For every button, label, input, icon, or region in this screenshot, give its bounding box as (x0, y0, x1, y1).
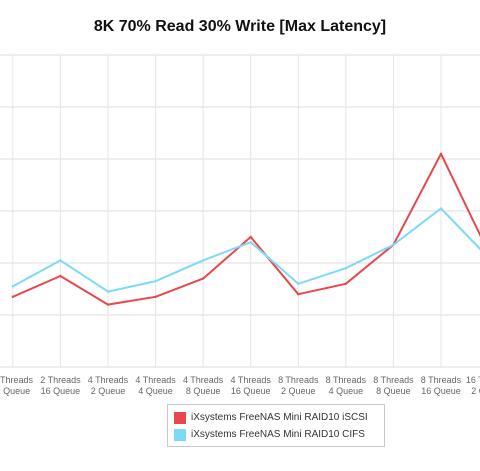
x-tick-label-line: 16 Queue (421, 386, 461, 396)
data-point (201, 277, 205, 280)
x-tick-label: 8 Threads 2 Queue (278, 375, 319, 396)
x-tick-label: 4 Threads 16 Queue (231, 375, 272, 396)
x-tick-label-line: 2 Queue (0, 386, 30, 396)
x-tick-label-line: 8 Threads (326, 375, 367, 385)
data-point (392, 243, 395, 246)
data-point (11, 285, 15, 288)
x-tick-label-line: 8 Queue (186, 386, 221, 396)
x-tick-label-line: 4 Threads (183, 375, 224, 385)
x-tick-label-line: 4 Threads (88, 375, 129, 385)
data-point (154, 280, 157, 283)
x-tick-label-line: 4 Queue (138, 386, 173, 396)
x-tick-label-line: 16 Queue (41, 386, 81, 396)
x-tick-label: 4 Threads 4 Queue (135, 375, 176, 396)
data-point (249, 241, 252, 244)
legend-item-iscsi: iXsystems FreeNAS Mini RAID10 iSCSI (174, 409, 378, 426)
x-tick-label-line: 4 Queue (329, 386, 364, 396)
legend-label-iscsi: iXsystems FreeNAS Mini RAID10 iSCSI (191, 412, 368, 423)
x-tick-label: 4 Threads 2 Queue (88, 375, 129, 396)
data-point (11, 295, 15, 298)
data-point (201, 259, 205, 262)
x-tick-label-line: 8 Queue (376, 386, 411, 396)
x-tick-label: 2 Threads 16 Queue (40, 375, 81, 396)
legend-item-cifs: iXsystems FreeNAS Mini RAID10 CIFS (174, 426, 378, 443)
x-tick-label-line: 2 Threads (40, 375, 81, 385)
data-point (439, 152, 443, 155)
legend-label-cifs: iXsystems FreeNAS Mini RAID10 CIFS (191, 429, 365, 440)
data-point (297, 282, 300, 285)
x-tick-label: 4 Threads 8 Queue (183, 375, 224, 396)
x-tick-label-line: 8 Threads (278, 375, 319, 385)
chart-title: 8K 70% Read 30% Write [Max Latency] (93, 18, 387, 35)
x-tick-label-line: 2 Queue (281, 386, 316, 396)
data-point (249, 235, 252, 239)
x-tick-label-line: 16 Threads (466, 375, 480, 385)
data-point (344, 267, 348, 270)
x-tick-label-line: 2 Queue (91, 386, 126, 396)
data-point (106, 303, 110, 306)
x-tick-label-line: 4 Threads (231, 375, 272, 385)
x-tick-label-line: 2 Queue (471, 386, 480, 396)
data-point (439, 207, 443, 210)
x-tick-label-line: 8 Threads (421, 375, 462, 385)
x-tick-label-line: 8 Threads (373, 375, 414, 385)
data-point (59, 259, 62, 262)
x-tick-label-line: 4 Threads (135, 375, 176, 385)
series-line-iscsi (12, 152, 480, 306)
series-line-cifs (12, 207, 480, 293)
chart-legend: iXsystems FreeNAS Mini RAID10 iSCSI iXsy… (167, 404, 385, 447)
data-point (106, 290, 110, 293)
data-point (344, 282, 348, 285)
data-point (297, 293, 300, 296)
x-tick-label: 8 Threads 4 Queue (326, 375, 367, 396)
data-point (154, 295, 157, 298)
legend-swatch-cifs (174, 428, 186, 441)
x-tick-label: 8 Threads 16 Queue (421, 375, 462, 396)
x-tick-label-line: 16 Queue (231, 386, 271, 396)
x-tick-label: 8 Threads 8 Queue (373, 375, 414, 396)
legend-swatch-iscsi (174, 411, 186, 424)
data-point (59, 274, 62, 278)
x-tick-label-line: 1 Threads (0, 375, 34, 385)
